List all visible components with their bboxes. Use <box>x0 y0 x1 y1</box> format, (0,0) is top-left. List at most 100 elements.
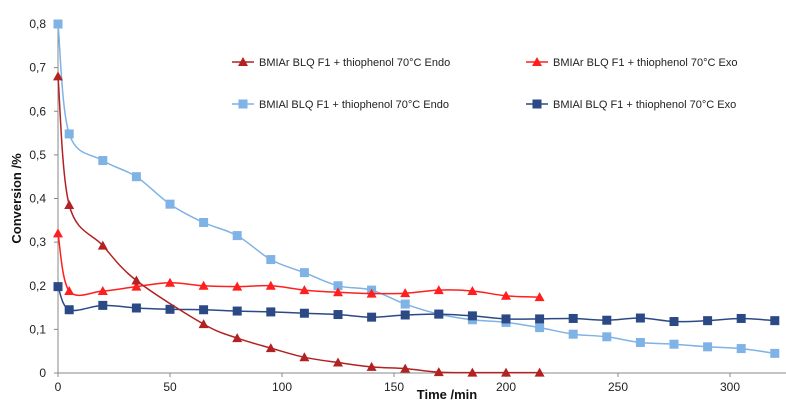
data-point <box>367 312 377 322</box>
y-tick-label: 0,5 <box>29 148 46 162</box>
data-point <box>232 231 242 241</box>
data-point <box>433 285 444 295</box>
data-point <box>232 281 243 291</box>
legend-label: BMIAl BLQ F1 + thiophenol 70°C Exo <box>553 99 736 111</box>
y-tick-label: 0,3 <box>29 235 46 249</box>
data-point <box>98 300 108 310</box>
series-1 <box>53 71 545 377</box>
x-tick-label: 0 <box>55 380 62 394</box>
data-point <box>736 313 746 323</box>
data-point <box>333 357 343 367</box>
data-point <box>534 367 545 377</box>
series-line <box>57 233 540 298</box>
data-point <box>635 313 645 323</box>
x-tick-label: 50 <box>163 380 177 394</box>
data-point <box>669 317 679 327</box>
data-point <box>333 281 343 291</box>
data-point <box>53 71 63 81</box>
y-tick-label: 0,4 <box>29 192 46 206</box>
data-point <box>467 367 478 377</box>
y-tick-label: 0,2 <box>29 279 46 293</box>
x-tick-label: 200 <box>496 380 516 394</box>
data-point <box>434 309 444 319</box>
data-point <box>501 367 511 377</box>
data-point <box>198 319 209 329</box>
legend-marker <box>238 99 248 109</box>
legend-label: BMIAr BLQ F1 + thiophenol 70°C Endo <box>259 57 450 69</box>
legend-marker <box>532 57 542 66</box>
legend-marker <box>532 99 542 109</box>
data-point <box>265 280 276 290</box>
data-point <box>736 344 746 354</box>
x-tick-label: 250 <box>608 380 628 394</box>
series-line <box>57 76 540 374</box>
data-point <box>400 299 410 309</box>
data-point <box>366 288 377 298</box>
data-point <box>534 292 545 302</box>
data-point <box>568 329 578 339</box>
data-point <box>131 281 142 291</box>
data-point <box>535 323 545 333</box>
x-tick-label: 300 <box>720 380 740 394</box>
data-point <box>199 305 209 315</box>
data-point <box>568 313 578 323</box>
series-2 <box>53 228 545 302</box>
data-point <box>703 316 713 326</box>
data-point <box>165 304 175 314</box>
y-tick-label: 0,1 <box>29 322 46 336</box>
data-point <box>501 314 511 324</box>
data-point <box>64 129 74 139</box>
data-point <box>131 303 141 313</box>
series-line <box>57 23 775 355</box>
data-point <box>98 156 108 166</box>
legend: BMIAr BLQ F1 + thiophenol 70°C Endo BMIAr… <box>232 57 737 111</box>
data-point <box>333 310 343 320</box>
data-point <box>266 307 276 317</box>
legend-entry: BMIAl BLQ F1 + thiophenol 70°C Endo <box>232 99 449 111</box>
data-point <box>131 172 141 182</box>
legend-entry: BMIAr BLQ F1 + thiophenol 70°C Exo <box>526 57 737 69</box>
y-tick-label: 0,8 <box>29 17 46 31</box>
legend-marker <box>238 57 248 66</box>
data-point <box>198 280 209 290</box>
legend-entry: BMIAr BLQ F1 + thiophenol 70°C Endo <box>232 57 450 69</box>
series-4 <box>53 282 780 327</box>
data-point <box>333 287 343 297</box>
series-3 <box>53 19 780 358</box>
data-point <box>467 285 478 295</box>
data-point <box>199 217 209 227</box>
data-point <box>635 337 645 347</box>
data-point <box>53 19 63 29</box>
tick-group: 0 0,1 0,2 0,3 0,4 0,5 0,6 0,7 0,8 0 50 100 150 200 250… <box>29 17 740 394</box>
x-axis-title: Time /min <box>417 387 478 401</box>
data-point <box>64 305 74 315</box>
data-point <box>299 268 309 278</box>
legend-label: BMIAr BLQ F1 + thiophenol 70°C Exo <box>553 57 737 69</box>
data-point <box>602 315 612 325</box>
data-point <box>131 275 142 285</box>
data-point <box>97 240 108 250</box>
data-point <box>265 343 276 353</box>
data-point <box>299 308 309 318</box>
data-point <box>53 282 63 292</box>
data-point <box>400 363 411 373</box>
data-point <box>501 290 511 300</box>
data-point <box>299 352 310 362</box>
data-point <box>232 306 242 316</box>
legend-label: BMIAl BLQ F1 + thiophenol 70°C Endo <box>259 99 449 111</box>
x-tick-label: 100 <box>272 380 292 394</box>
data-point <box>165 199 175 209</box>
y-tick-label: 0,7 <box>29 61 46 75</box>
data-point <box>165 277 175 287</box>
data-point <box>266 255 276 265</box>
data-point <box>366 361 377 371</box>
data-point <box>770 348 780 358</box>
y-tick-label: 0 <box>39 366 46 380</box>
y-tick-label: 0,6 <box>29 104 46 118</box>
data-point <box>703 342 713 352</box>
data-point <box>400 288 411 298</box>
data-point <box>53 228 63 238</box>
x-tick-label: 150 <box>384 380 404 394</box>
